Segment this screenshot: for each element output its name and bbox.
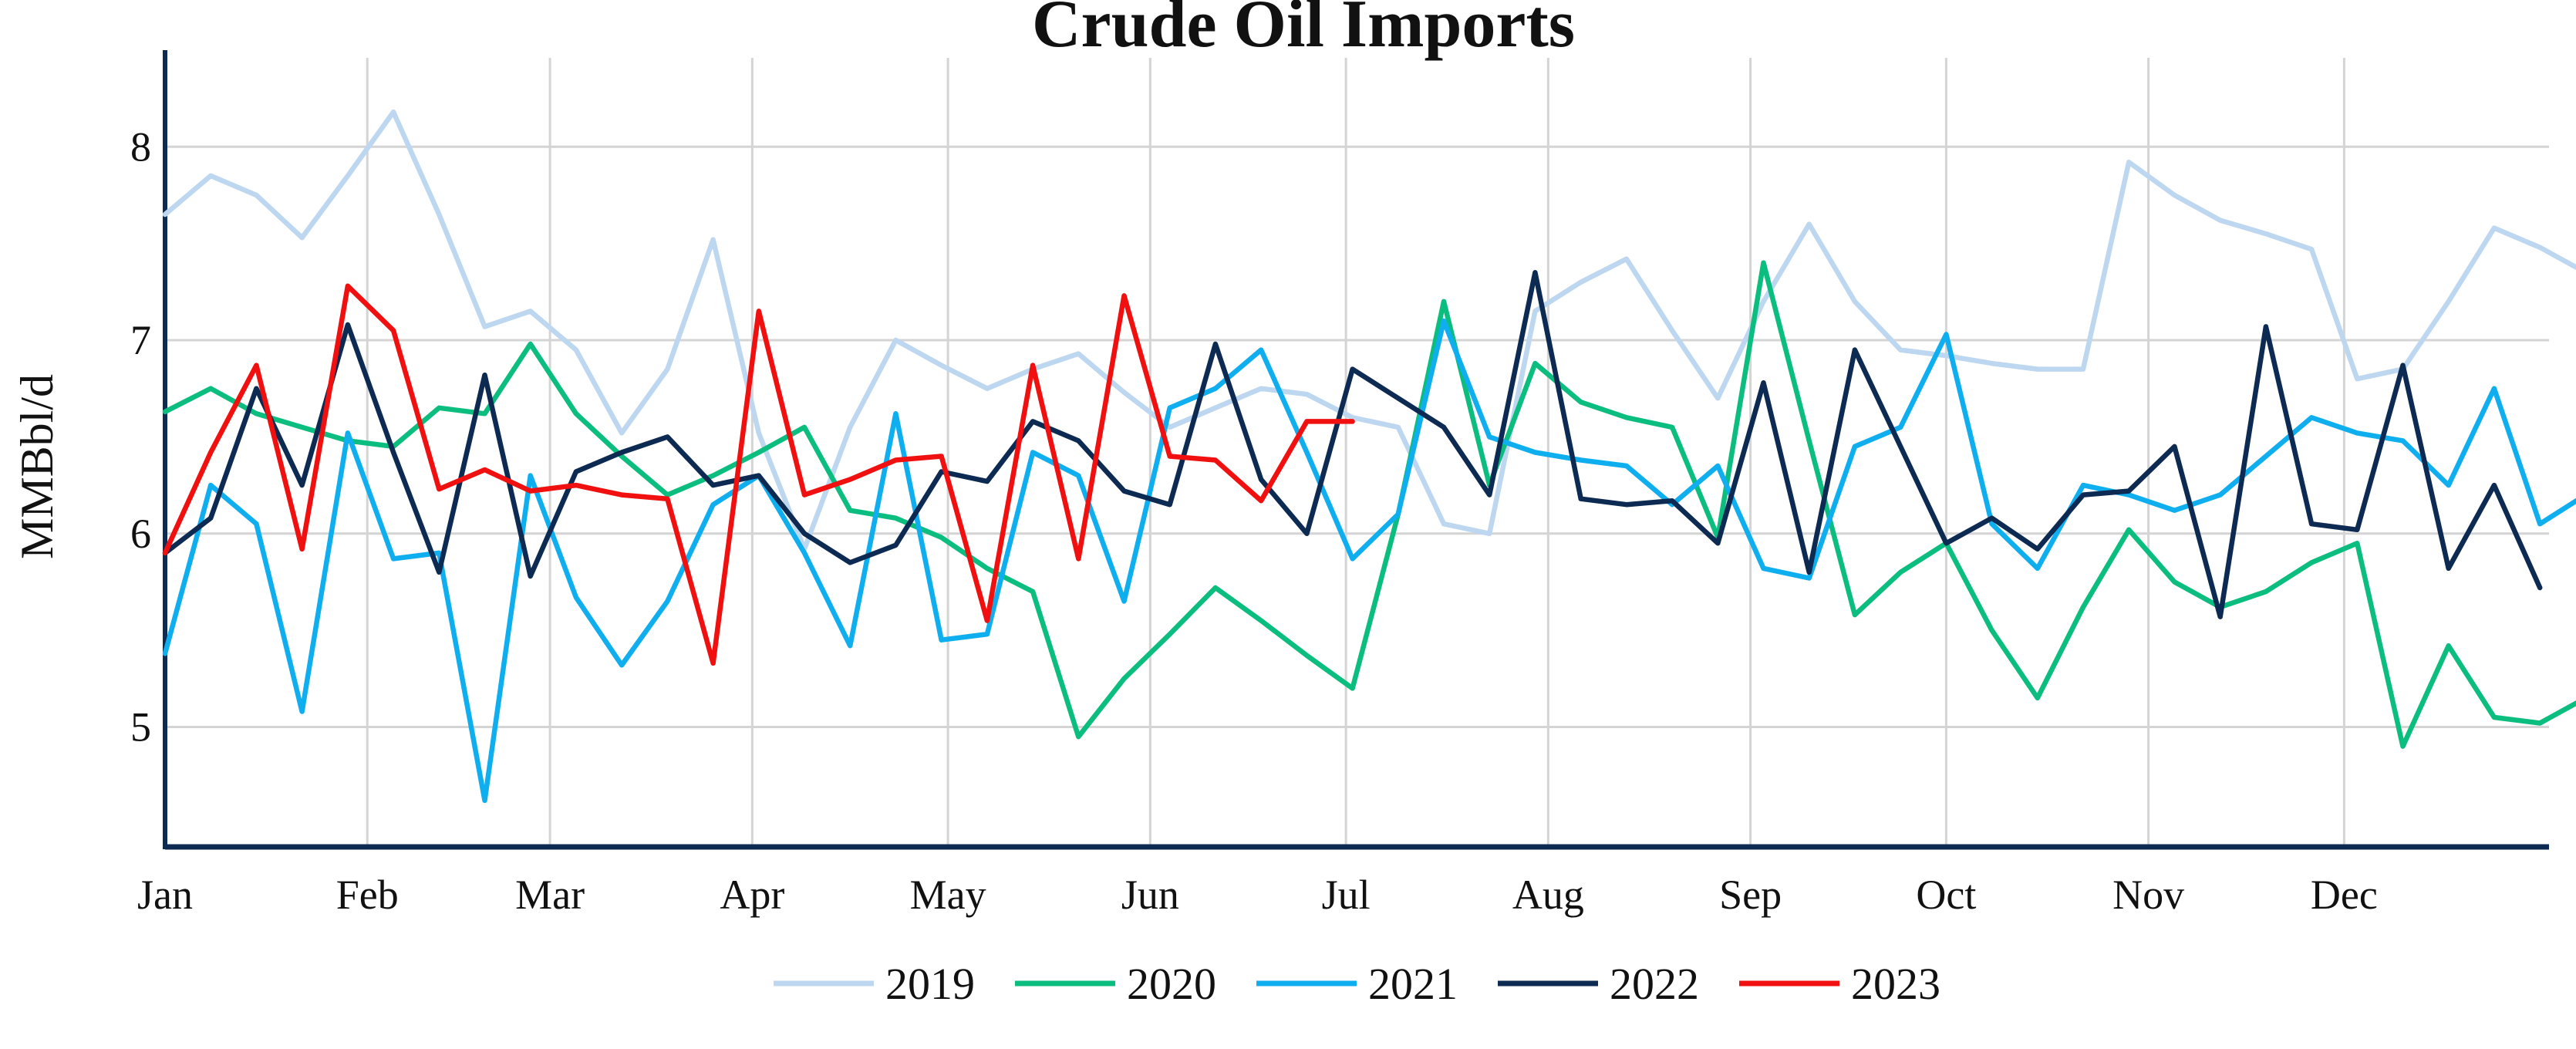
chart-title: Crude Oil Imports xyxy=(1032,0,1575,62)
series-line-2023 xyxy=(162,283,1355,666)
x-tick-label: Sep xyxy=(1719,872,1782,918)
series-line-2020 xyxy=(162,260,2576,749)
series-line-2019 xyxy=(162,109,2576,552)
axes xyxy=(163,50,2549,850)
x-tick-label: Jun xyxy=(1121,872,1179,918)
x-tick-label: Apr xyxy=(720,872,784,918)
legend-label: 2021 xyxy=(1368,959,1458,1009)
legend-item-2023: 2023 xyxy=(1739,959,1940,1009)
legend-label: 2019 xyxy=(885,959,975,1009)
legend-item-2021: 2021 xyxy=(1256,959,1458,1009)
x-tick-label: Oct xyxy=(1916,872,1976,918)
x-tick-label: May xyxy=(910,872,986,918)
x-tick-label: Jan xyxy=(137,872,193,918)
series-line-2022 xyxy=(162,270,2543,619)
x-tick-label: Dec xyxy=(2311,872,2378,918)
series-line-2021 xyxy=(162,318,2576,804)
y-tick-label: 5 xyxy=(130,704,151,750)
grid xyxy=(165,58,2549,847)
y-tick-label: 7 xyxy=(130,317,151,363)
legend-label: 2020 xyxy=(1127,959,1216,1009)
series-lines xyxy=(162,109,2576,804)
y-axis-title: MMBbl/d xyxy=(12,374,62,559)
x-tick-label: Feb xyxy=(336,872,399,918)
tick-labels: 5 6 7 8 Jan Feb Mar Apr May Jun Jul Aug Sep Oct Nov Dec xyxy=(130,123,2378,918)
x-tick-label: Jul xyxy=(1322,872,1371,918)
legend-item-2022: 2022 xyxy=(1498,959,1699,1009)
x-tick-label: Mar xyxy=(515,872,585,918)
y-tick-label: 6 xyxy=(130,511,151,557)
legend-item-2019: 2019 xyxy=(774,959,975,1009)
y-tick-label: 8 xyxy=(130,123,151,170)
legend-label: 2023 xyxy=(1851,959,1940,1009)
legend-label: 2022 xyxy=(1610,959,1699,1009)
x-tick-label: Nov xyxy=(2112,872,2184,918)
x-tick-label: Aug xyxy=(1512,872,1584,918)
legend-item-2020: 2020 xyxy=(1015,959,1216,1009)
legend: 2019 2020 2021 2022 2023 xyxy=(774,959,1940,1009)
